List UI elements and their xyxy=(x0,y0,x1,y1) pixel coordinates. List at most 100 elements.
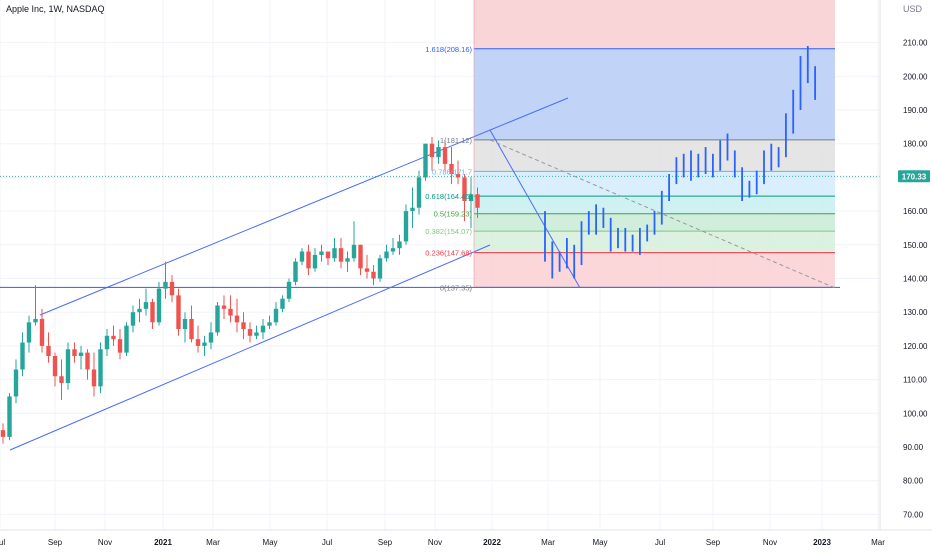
currency-label: USD xyxy=(902,4,922,14)
fib-level-label: 0.382(154.07) xyxy=(425,227,472,236)
candle-body xyxy=(364,268,370,272)
candle-body xyxy=(156,288,162,323)
time-tick-label: Nov xyxy=(763,538,777,547)
candle-body xyxy=(475,194,480,208)
candle-body xyxy=(280,298,285,309)
candle-body xyxy=(351,244,357,259)
price-tick-label: 130.00 xyxy=(903,308,928,317)
last-price-marker: 170.33 xyxy=(898,170,930,183)
fib-zone-band xyxy=(474,171,835,197)
time-tick-label: 2021 xyxy=(154,538,172,547)
candle-body xyxy=(260,325,266,333)
time-tick-label: Nov xyxy=(428,538,442,547)
time-scale[interactable]: Jul Sep Nov 2021 Mar May Jul Sep Nov 2022 Mar May Ju… xyxy=(0,529,932,547)
price-scale[interactable]: 70.00 80.00 90.00 100.00 110.00 120.00 130.00 1… xyxy=(879,0,928,530)
candle-body xyxy=(208,332,214,343)
candle-body xyxy=(423,143,428,178)
candle-body xyxy=(78,352,84,357)
fib-zone-band xyxy=(474,48,835,140)
candle-body xyxy=(150,302,155,323)
candle-body xyxy=(254,332,259,336)
candle-body xyxy=(234,315,240,323)
candle-body xyxy=(26,322,32,343)
candle-body xyxy=(215,305,220,333)
candle-body xyxy=(286,281,292,299)
candle-body xyxy=(130,312,136,326)
candle-body xyxy=(241,322,246,330)
candle-body xyxy=(65,349,71,383)
price-tick-label: 210.00 xyxy=(903,39,928,48)
channel-upper-line xyxy=(39,97,569,316)
candle-body xyxy=(189,318,194,340)
time-tick-label: Jul xyxy=(0,538,5,547)
price-tick-label: 80.00 xyxy=(903,477,924,486)
candle-body xyxy=(39,318,45,346)
candle-body xyxy=(7,396,12,437)
time-tick-label: Mar xyxy=(541,538,555,547)
candle-body xyxy=(143,302,149,309)
candle-body xyxy=(358,244,363,269)
time-tick-label: Nov xyxy=(98,538,112,547)
fib-level-label: 0(137.35) xyxy=(440,283,473,292)
fibonacci-labels: 1.618(208.16) 1(181.12) 0.786(171.7 0.618(1… xyxy=(425,45,472,293)
candle-body xyxy=(117,339,123,353)
candle-body xyxy=(410,207,415,212)
candle-body xyxy=(338,248,344,262)
candle-body xyxy=(202,342,207,346)
candle-body xyxy=(319,251,324,255)
candle-body xyxy=(247,329,253,336)
time-tick-label: Mar xyxy=(206,538,220,547)
candle-body xyxy=(273,308,279,323)
price-tick-label: 110.00 xyxy=(903,376,927,385)
candle-body xyxy=(228,308,233,316)
candle-body xyxy=(182,318,188,330)
candle-body xyxy=(299,251,305,262)
last-price-badge xyxy=(898,170,930,183)
time-tick-label: 2023 xyxy=(813,538,831,547)
candle-body xyxy=(384,251,389,259)
fib-level-label: 0.5(159.23) xyxy=(434,210,473,219)
candle-body xyxy=(176,295,181,330)
time-tick-label: Jul xyxy=(322,538,332,547)
candle-body xyxy=(0,430,6,437)
fib-level-label: 0.236(147.68) xyxy=(425,249,472,258)
candle-body xyxy=(293,261,298,282)
candle-body xyxy=(85,352,90,370)
candle-body xyxy=(267,322,272,326)
candle-body xyxy=(442,147,448,164)
fibonacci-zones xyxy=(474,0,835,288)
candle-body xyxy=(332,248,337,259)
candle-body xyxy=(462,177,467,201)
trend-drawings xyxy=(0,0,880,451)
candle-body xyxy=(72,349,77,357)
last-price-value: 170.33 xyxy=(902,172,927,181)
time-tick-label: 2022 xyxy=(483,538,501,547)
candle-body xyxy=(312,254,318,269)
fib-zone-top xyxy=(474,0,835,49)
candle-body xyxy=(455,174,461,178)
price-tick-label: 160.00 xyxy=(903,207,928,216)
candle-body xyxy=(163,281,168,289)
price-tick-label: 180.00 xyxy=(903,140,928,149)
candle-body xyxy=(46,345,51,357)
ohlc-bar-series xyxy=(544,45,816,279)
fib-zone-band xyxy=(474,231,835,253)
candle-body xyxy=(345,258,350,262)
price-tick-label: 140.00 xyxy=(903,275,928,284)
price-tick-label: 120.00 xyxy=(903,342,928,351)
candle-body xyxy=(104,335,110,350)
candle-body xyxy=(436,147,441,158)
price-tick-label: 90.00 xyxy=(903,443,924,452)
candle-body xyxy=(371,271,376,279)
candle-body xyxy=(325,251,331,259)
price-tick-label: 150.00 xyxy=(903,241,928,250)
time-tick-label: Jul xyxy=(655,538,665,547)
time-tick-label: Sep xyxy=(706,538,721,547)
fib-zone-band xyxy=(474,139,835,172)
time-tick-label: May xyxy=(262,538,277,547)
price-tick-label: 70.00 xyxy=(903,510,924,519)
candle-body xyxy=(468,194,474,201)
time-tick-label: May xyxy=(592,538,607,547)
